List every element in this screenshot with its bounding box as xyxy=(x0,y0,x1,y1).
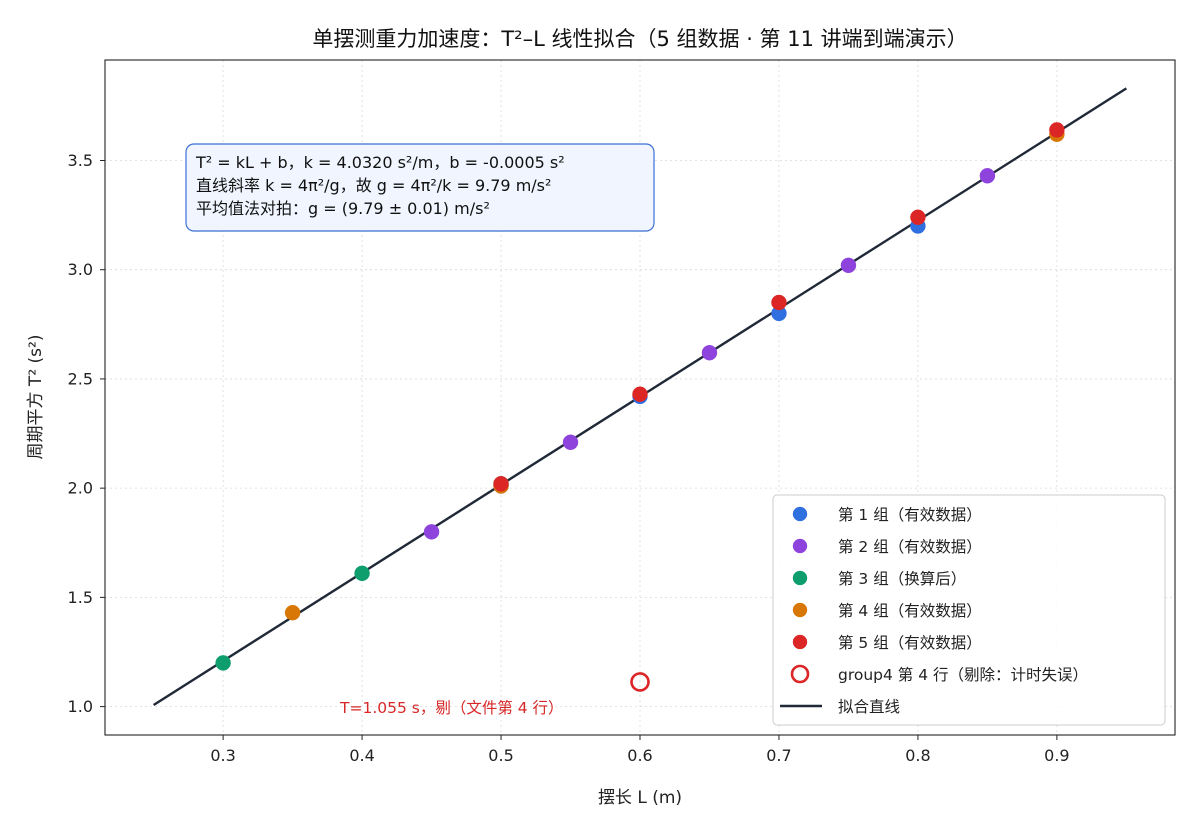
legend-entry-group1: 第 1 组（有效数据） xyxy=(838,506,982,524)
data-point-group5 xyxy=(1049,122,1065,138)
legend-marker-group5 xyxy=(792,634,808,650)
x-axis-ticks: 0.3 0.4 0.5 0.6 0.7 0.8 0.9 xyxy=(210,735,1070,765)
outlier-annotation: T=1.055 s，剔（文件第 4 行） xyxy=(339,699,564,717)
y-axis-label: 周期平方 T² (s²) xyxy=(26,335,46,460)
x-tick-label: 0.7 xyxy=(766,746,791,765)
data-point-group2 xyxy=(562,434,579,451)
legend-marker-group2 xyxy=(792,538,808,554)
data-point-group2 xyxy=(423,524,440,540)
data-point-group5 xyxy=(771,294,787,311)
legend-entry-group4: 第 4 组（有效数据） xyxy=(838,602,982,620)
data-point-group2 xyxy=(701,344,718,361)
data-point-group2 xyxy=(840,257,857,274)
data-point-group3 xyxy=(215,655,231,671)
y-tick-label: 3.5 xyxy=(68,151,93,170)
data-points xyxy=(215,122,1065,692)
x-tick-label: 0.3 xyxy=(210,746,235,765)
info-line-fit: T² = kL + b，k = 4.0320 s²/m，b = -0.0005 … xyxy=(195,153,565,172)
outlier-point xyxy=(630,672,650,692)
x-tick-label: 0.9 xyxy=(1044,746,1069,765)
y-tick-label: 1.5 xyxy=(68,588,93,607)
y-tick-label: 2.5 xyxy=(68,369,93,388)
data-point-group5 xyxy=(910,209,926,226)
info-line-slope: 直线斜率 k = 4π²/g，故 g = 4π²/k = 9.79 m/s² xyxy=(196,176,551,195)
x-axis-label: 摆长 L (m) xyxy=(598,788,682,808)
legend-marker-group3 xyxy=(792,570,808,586)
y-tick-label: 2.0 xyxy=(68,479,93,498)
data-point-group4 xyxy=(284,604,301,621)
y-tick-label: 3.0 xyxy=(68,260,93,279)
legend-entry-group5: 第 5 组（有效数据） xyxy=(838,634,982,652)
x-tick-label: 0.4 xyxy=(349,746,374,765)
data-point-group5 xyxy=(632,386,648,402)
data-point-group5 xyxy=(493,476,509,492)
info-line-average: 平均值法对拍：g = (9.79 ± 0.01) m/s² xyxy=(196,199,490,218)
data-point-group2 xyxy=(979,168,996,184)
chart-title: 单摆测重力加速度：T²–L 线性拟合（5 组数据 · 第 11 讲端到端演示） xyxy=(312,27,967,51)
legend-entry-outlier: group4 第 4 行（剔除：计时失误） xyxy=(838,666,1088,684)
y-tick-label: 1.0 xyxy=(68,697,93,716)
legend-marker-outlier xyxy=(790,664,810,684)
info-box-frame xyxy=(185,143,655,232)
legend: 第 1 组（有效数据） 第 2 组（有效数据） 第 3 组（换算后） 第 4 组… xyxy=(772,494,1166,726)
legend-entry-group2: 第 2 组（有效数据） xyxy=(838,538,982,556)
legend-frame xyxy=(772,494,1166,726)
x-tick-label: 0.8 xyxy=(905,746,930,765)
y-axis-ticks: 1.0 1.5 2.0 2.5 3.0 3.5 xyxy=(68,151,105,716)
x-tick-label: 0.5 xyxy=(488,746,513,765)
legend-marker-group4 xyxy=(792,602,808,618)
legend-marker-group1 xyxy=(792,506,808,522)
info-box: T² = kL + b，k = 4.0320 s²/m，b = -0.0005 … xyxy=(185,143,655,232)
legend-entry-fit-line: 拟合直线 xyxy=(838,698,900,716)
data-point-group3 xyxy=(354,565,370,582)
legend-entry-group3: 第 3 组（换算后） xyxy=(838,569,966,588)
x-tick-label: 0.6 xyxy=(627,746,652,765)
legend-markers xyxy=(780,506,822,708)
